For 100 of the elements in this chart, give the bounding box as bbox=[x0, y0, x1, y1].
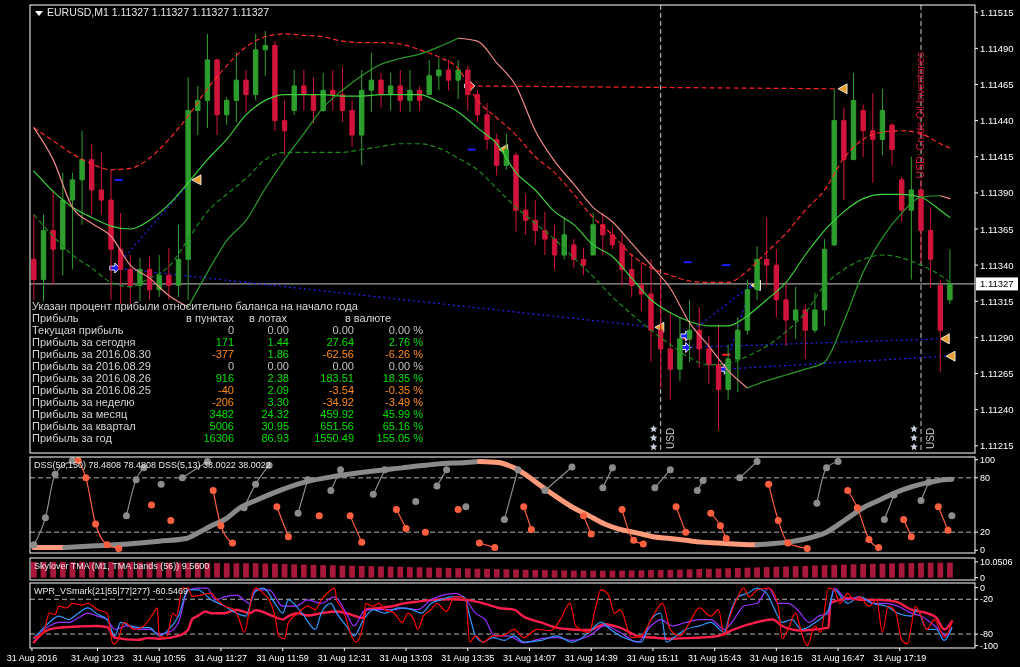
point bbox=[722, 535, 730, 543]
text: Прибыль bbox=[32, 312, 79, 324]
x-tick-label: 31 Aug 17:19 bbox=[873, 653, 927, 663]
point bbox=[580, 512, 587, 520]
y-tick-label: 1.11465 bbox=[980, 78, 1014, 90]
candlestick bbox=[204, 33, 211, 129]
point bbox=[412, 497, 420, 505]
bar bbox=[214, 563, 220, 578]
data-label: 1550.49 bbox=[314, 432, 354, 444]
data-label: 183.51 bbox=[320, 372, 354, 384]
point bbox=[672, 503, 680, 511]
bar bbox=[850, 564, 857, 578]
candlestick bbox=[522, 193, 529, 236]
candlestick bbox=[137, 257, 143, 302]
point bbox=[30, 541, 38, 549]
y-tick-label: 20 bbox=[980, 527, 991, 538]
bar bbox=[387, 566, 394, 578]
bar bbox=[300, 564, 307, 578]
point bbox=[666, 466, 674, 474]
candlestick bbox=[156, 254, 162, 298]
candlestick bbox=[397, 69, 403, 113]
candlestick bbox=[870, 92, 876, 184]
candlestick bbox=[648, 258, 654, 363]
bar bbox=[754, 567, 760, 578]
bar bbox=[628, 570, 635, 578]
x-tick-label: 31 Aug 11:59 bbox=[256, 653, 309, 663]
point bbox=[774, 516, 782, 524]
bar bbox=[320, 565, 327, 578]
point bbox=[736, 474, 744, 482]
point bbox=[907, 533, 915, 541]
candlestick bbox=[330, 69, 336, 111]
candlestick bbox=[927, 206, 934, 289]
bar bbox=[455, 568, 462, 578]
bar bbox=[435, 567, 442, 578]
candlestick bbox=[407, 69, 413, 113]
x-tick-label: 31 Aug 14:39 bbox=[564, 653, 618, 663]
point bbox=[103, 541, 111, 549]
point bbox=[500, 515, 508, 523]
point bbox=[229, 539, 236, 547]
candlestick bbox=[764, 216, 770, 286]
candlestick bbox=[542, 211, 548, 256]
data-label: -34.92 bbox=[322, 396, 354, 408]
data-label: 651.56 bbox=[320, 420, 354, 432]
bar bbox=[657, 569, 664, 578]
point bbox=[917, 496, 925, 504]
y-tick-label: 1.11490 bbox=[980, 42, 1014, 54]
bar bbox=[792, 566, 799, 578]
bar bbox=[329, 565, 336, 578]
data-label: 0.00 % bbox=[388, 360, 424, 372]
data-label: 30.95 bbox=[261, 420, 289, 432]
point bbox=[599, 484, 607, 492]
point bbox=[327, 487, 335, 495]
point bbox=[948, 512, 956, 520]
point bbox=[462, 503, 470, 511]
bar bbox=[243, 563, 249, 578]
candlestick bbox=[79, 130, 85, 226]
point bbox=[51, 470, 59, 478]
bar bbox=[869, 563, 876, 578]
candlestick bbox=[783, 281, 789, 347]
bar bbox=[763, 567, 770, 578]
candlestick bbox=[792, 286, 799, 340]
bar bbox=[677, 569, 683, 578]
bar bbox=[802, 565, 809, 578]
candlestick bbox=[773, 248, 780, 318]
point bbox=[880, 515, 888, 523]
chart-title: EURUSD,M1 1.11327 1.11327 1.11327 1.11327 bbox=[47, 6, 270, 18]
bar bbox=[773, 566, 780, 578]
category-label: Прибыль за неделю bbox=[32, 396, 135, 408]
candlestick bbox=[436, 57, 442, 91]
bar bbox=[947, 562, 953, 578]
bar bbox=[927, 562, 934, 578]
candlestick bbox=[696, 306, 702, 369]
bar bbox=[522, 569, 529, 578]
point bbox=[369, 490, 377, 498]
text: в пунктах bbox=[186, 312, 235, 324]
category-label: Прибыль за квартал bbox=[32, 420, 136, 432]
y-tick-label: 1.11440 bbox=[980, 115, 1014, 127]
candlestick bbox=[879, 88, 886, 156]
bar bbox=[493, 569, 500, 578]
bar bbox=[667, 569, 674, 578]
bar bbox=[725, 568, 732, 578]
data-label: 916 bbox=[215, 372, 234, 384]
candlestick bbox=[262, 30, 268, 77]
data-label: 65.16 % bbox=[382, 420, 424, 432]
point bbox=[346, 512, 354, 520]
point bbox=[900, 515, 908, 523]
candlestick bbox=[243, 69, 249, 113]
bar bbox=[532, 569, 539, 578]
bar bbox=[648, 570, 654, 578]
point bbox=[608, 464, 616, 472]
data-label: 0.00 % bbox=[388, 324, 424, 336]
candlestick bbox=[195, 85, 201, 136]
candlestick bbox=[802, 303, 808, 360]
bar bbox=[223, 563, 230, 578]
candlestick bbox=[609, 227, 616, 250]
bar bbox=[686, 569, 693, 578]
y-tick-label: 1.11240 bbox=[980, 404, 1014, 416]
candlestick bbox=[619, 234, 625, 286]
bar bbox=[272, 563, 278, 578]
candlestick bbox=[484, 102, 490, 151]
